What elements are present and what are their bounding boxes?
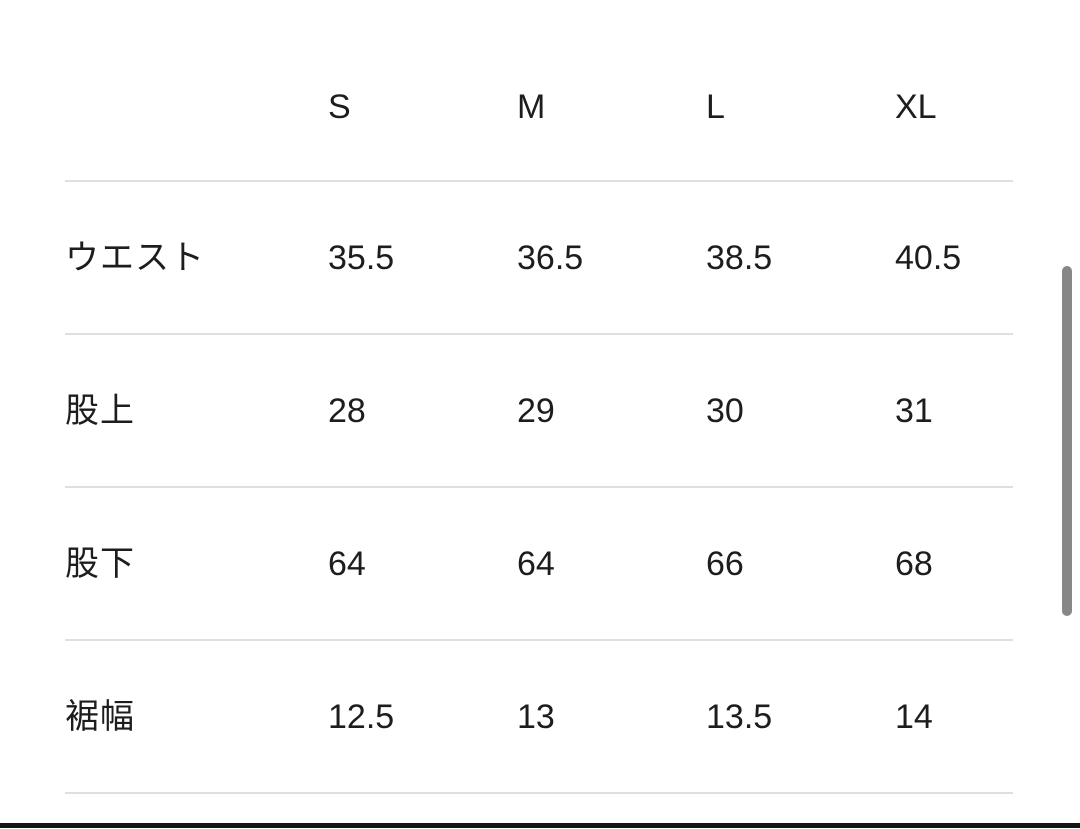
row-label: ウエスト bbox=[65, 238, 205, 277]
scrollbar-thumb[interactable] bbox=[1062, 266, 1072, 616]
size-value-cell: 12.5 bbox=[328, 697, 395, 736]
size-column-header-l: L bbox=[706, 88, 725, 126]
table-row-inseam: 股下 64 64 66 68 bbox=[65, 486, 1013, 639]
size-value-cell: 13 bbox=[517, 697, 555, 736]
size-value-cell: 64 bbox=[328, 544, 366, 583]
size-value-cell: 64 bbox=[517, 544, 555, 583]
size-value-cell: 40.5 bbox=[895, 238, 962, 277]
size-chart-table: S M L XL ウエスト 35.5 36.5 38.5 40.5 股上 28 … bbox=[65, 0, 1013, 794]
size-value-cell: 31 bbox=[895, 391, 933, 430]
size-value-cell: 38.5 bbox=[706, 238, 773, 277]
bottom-edge-bar bbox=[0, 823, 1080, 828]
size-value-cell: 68 bbox=[895, 544, 933, 583]
row-label: 股下 bbox=[65, 544, 135, 583]
size-column-header-s: S bbox=[328, 88, 351, 126]
table-row-hem-width: 裾幅 12.5 13 13.5 14 bbox=[65, 639, 1013, 792]
table-row-rise: 股上 28 29 30 31 bbox=[65, 333, 1013, 486]
size-header-row: S M L XL bbox=[65, 0, 1013, 180]
size-value-cell: 14 bbox=[895, 697, 933, 736]
size-value-cell: 35.5 bbox=[328, 238, 395, 277]
size-value-cell: 28 bbox=[328, 391, 366, 430]
table-bottom-divider bbox=[65, 792, 1013, 794]
size-column-header-xl: XL bbox=[895, 88, 937, 126]
size-value-cell: 30 bbox=[706, 391, 744, 430]
table-row-waist: ウエスト 35.5 36.5 38.5 40.5 bbox=[65, 180, 1013, 333]
row-label: 股上 bbox=[65, 391, 135, 430]
size-value-cell: 13.5 bbox=[706, 697, 773, 736]
row-label: 裾幅 bbox=[65, 697, 135, 736]
size-column-header-m: M bbox=[517, 88, 546, 126]
size-value-cell: 36.5 bbox=[517, 238, 584, 277]
size-value-cell: 66 bbox=[706, 544, 744, 583]
size-value-cell: 29 bbox=[517, 391, 555, 430]
